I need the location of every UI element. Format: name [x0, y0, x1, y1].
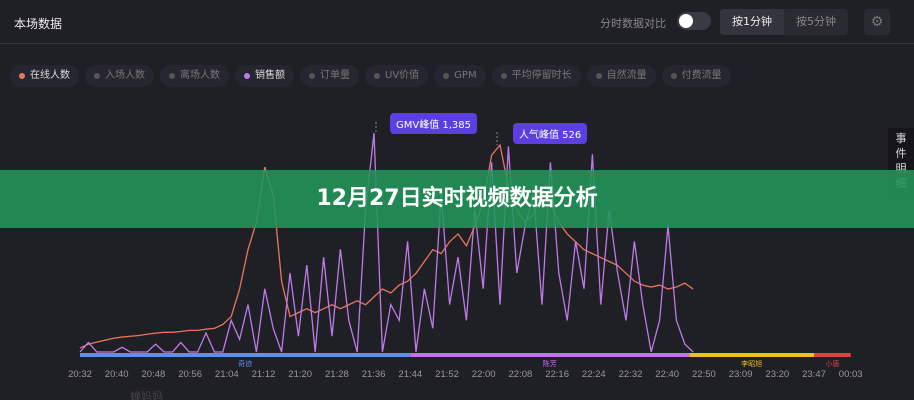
- legend-label: 在线人数: [30, 70, 70, 81]
- legend-chip[interactable]: UV价值: [365, 65, 429, 87]
- divider: [0, 43, 914, 44]
- host-band: [410, 353, 690, 357]
- compare-label: 分时数据对比: [600, 17, 666, 30]
- x-tick-label: 22:24: [582, 369, 606, 380]
- legend-label: 订单量: [320, 70, 350, 81]
- host-band-label: 李昭旭: [741, 359, 762, 368]
- legend-label: 销售额: [255, 70, 285, 81]
- x-tick-label: 23:20: [765, 369, 789, 380]
- legend-chip[interactable]: 销售额: [235, 65, 294, 87]
- legend-chip[interactable]: 在线人数: [10, 65, 79, 87]
- legend-dot: [595, 73, 602, 79]
- legend-dot: [244, 73, 250, 79]
- legend-label: 平均停留时长: [511, 70, 572, 81]
- legend-chip[interactable]: 离场人数: [160, 65, 229, 87]
- x-tick-label: 22:40: [655, 369, 679, 380]
- interval-1min-button[interactable]: 按1分钟: [720, 9, 784, 35]
- x-tick-label: 20:40: [105, 369, 129, 380]
- series-line-1: [79, 132, 694, 353]
- host-band: [80, 353, 411, 357]
- legend-dot: [443, 73, 450, 79]
- metric-legend: 在线人数 入场人数 离场人数 销售额 订单量 UV价值 GPM 平均停留时长 自然流量 付费流量: [10, 65, 731, 87]
- x-tick-label: 20:48: [142, 369, 166, 380]
- x-tick-label: 22:08: [509, 369, 533, 380]
- x-tick-label: 22:00: [472, 369, 496, 380]
- x-tick-label: 23:47: [802, 369, 826, 380]
- interval-segment: 按1分钟 按5分钟: [720, 9, 848, 35]
- legend-dot: [374, 73, 380, 79]
- legend-label: UV价值: [385, 70, 420, 81]
- legend-dot: [94, 73, 100, 79]
- x-tick-label: 21:12: [252, 369, 276, 380]
- interval-5min-button[interactable]: 按5分钟: [796, 15, 836, 28]
- legend-dot: [19, 73, 25, 79]
- legend-label: 自然流量: [606, 70, 647, 81]
- legend-dot: [309, 73, 315, 79]
- x-tick-label: 22:32: [619, 369, 643, 380]
- online-peak-tooltip: 人气峰值 526: [513, 123, 588, 144]
- host-band: [689, 353, 814, 357]
- compare-toggle[interactable]: [677, 12, 711, 30]
- legend-label: GPM: [454, 70, 477, 81]
- legend-dot: [500, 73, 507, 79]
- x-tick-label: 23:09: [729, 369, 753, 380]
- legend-label: 离场人数: [180, 70, 220, 81]
- legend-chip[interactable]: GPM: [434, 65, 486, 87]
- legend-chip[interactable]: 自然流量: [586, 65, 656, 87]
- legend-chip[interactable]: 平均停留时长: [491, 65, 581, 87]
- legend-chip[interactable]: 付费流量: [661, 65, 731, 87]
- series-line-0: [79, 143, 694, 349]
- legend-dot: [670, 73, 677, 79]
- legend-dot: [169, 73, 175, 79]
- host-band-label: 陈芳: [543, 359, 557, 368]
- panel-title: 本场数据: [14, 17, 63, 31]
- legend-chip[interactable]: 订单量: [300, 65, 359, 87]
- gear-icon[interactable]: ⚙: [864, 9, 890, 35]
- host-band-label: 奇迹: [238, 359, 252, 368]
- legend-label: 付费流量: [681, 70, 722, 81]
- x-tick-label: 20:32: [68, 369, 92, 380]
- x-tick-label: 20:56: [178, 369, 202, 380]
- watermark: 蝉妈妈: [130, 390, 163, 400]
- x-tick-label: 21:36: [362, 369, 386, 380]
- x-tick-label: 21:44: [398, 369, 422, 380]
- gmv-peak-tooltip: GMV峰值 1,385: [390, 113, 478, 134]
- x-tick-label: 22:16: [545, 369, 569, 380]
- x-tick-label: 21:28: [325, 369, 349, 380]
- x-tick-label: 21:04: [215, 369, 239, 380]
- x-tick-label: 22:50: [692, 369, 716, 380]
- host-band: [814, 353, 851, 357]
- legend-chip[interactable]: 入场人数: [85, 65, 154, 87]
- host-band-label: 小唐: [825, 359, 839, 368]
- x-tick-label: 21:20: [288, 369, 312, 380]
- x-tick-label: 00:03: [839, 369, 863, 380]
- x-tick-label: 21:52: [435, 369, 459, 380]
- legend-label: 入场人数: [105, 70, 145, 81]
- title-banner: 12月27日实时视频数据分析: [0, 170, 914, 228]
